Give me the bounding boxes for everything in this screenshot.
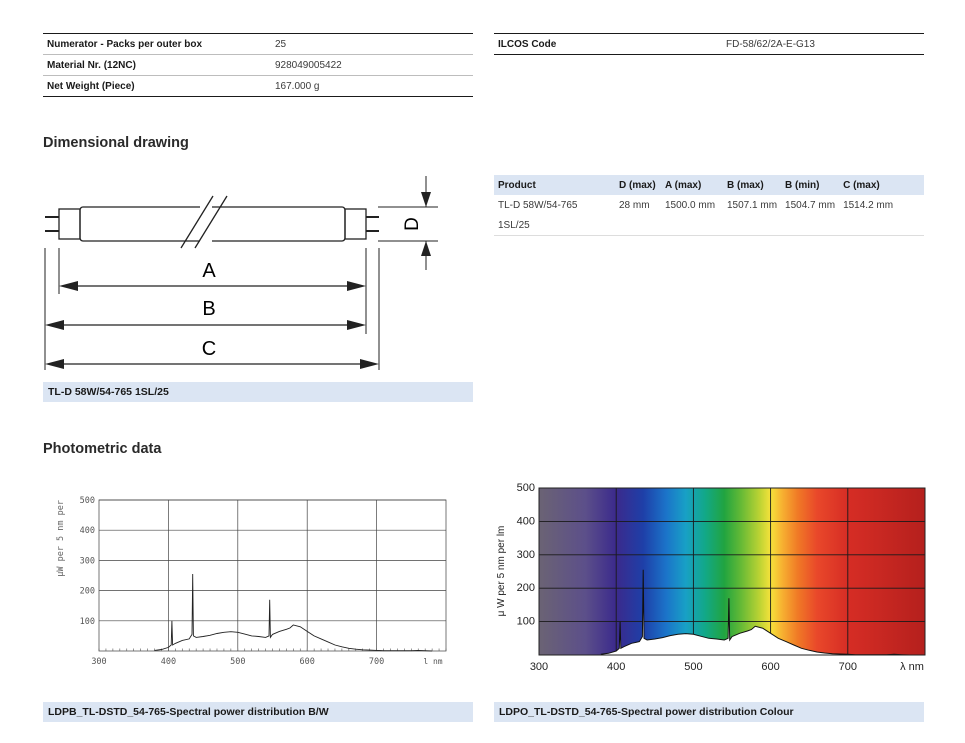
y-tick-label: 400 <box>517 515 535 527</box>
tube-body <box>79 206 346 242</box>
dimension-table: Product D (max) A (max) B (max) B (min) … <box>494 175 924 236</box>
bw-chart-caption: LDPB_TL-DSTD_54-765-Spectral power distr… <box>43 702 473 722</box>
table-row: ILCOS Code FD-58/62/2A-E-G13 <box>494 33 924 55</box>
cell-product-cont: 1SL/25 <box>494 215 615 236</box>
y-tick-label: 100 <box>517 616 535 628</box>
y-tick-label: 300 <box>80 556 95 566</box>
spec-value: 25 <box>271 33 473 55</box>
spec-key: Net Weight (Piece) <box>43 75 271 97</box>
dimension-d-label: D <box>402 217 423 231</box>
bw-series-line <box>154 573 433 652</box>
dimensional-caption: TL-D 58W/54-765 1SL/25 <box>43 382 473 402</box>
x-tick-label: 400 <box>607 661 625 673</box>
spec-table-left: Numerator - Packs per outer box 25 Mater… <box>43 33 473 97</box>
column-header: C (max) <box>839 175 924 195</box>
colour-series-fill <box>600 569 910 655</box>
spec-key: Numerator - Packs per outer box <box>43 33 271 55</box>
right-end-cap <box>344 208 367 240</box>
spec-value: FD-58/62/2A-E-G13 <box>722 33 924 55</box>
colour-y-axis-label: μ W per 5 nm per lm <box>496 526 507 617</box>
colour-series-line <box>600 569 910 656</box>
bw-spectral-chart: 100 200 300 400 500 300 400 500 600 700 μW per 5… <box>56 496 447 667</box>
table-row: Material Nr. (12NC) 928049005422 <box>43 54 473 76</box>
x-tick-label: 500 <box>230 657 245 667</box>
spec-table-right: ILCOS Code FD-58/62/2A-E-G13 <box>494 33 924 55</box>
x-tick-label: 700 <box>839 661 857 673</box>
colour-spectral-chart: 100 200 300 400 500 300 400 500 600 700 μ W per … <box>496 482 926 673</box>
y-tick-label: 400 <box>80 526 95 536</box>
x-tick-label: 300 <box>530 661 548 673</box>
y-tick-label: 500 <box>80 496 95 506</box>
bw-x-unit: l nm <box>423 657 442 666</box>
spec-key: Material Nr. (12NC) <box>43 54 271 76</box>
break-line <box>180 195 214 249</box>
spec-key: ILCOS Code <box>494 33 722 55</box>
x-tick-label: 600 <box>761 661 779 673</box>
table-row: Net Weight (Piece) 167.000 g <box>43 75 473 97</box>
y-tick-label: 500 <box>517 482 535 494</box>
dimensional-drawing: D A B C <box>44 176 438 370</box>
x-tick-label: 400 <box>161 657 176 667</box>
photometric-heading: Photometric data <box>43 441 162 457</box>
y-tick-label: 300 <box>517 549 535 561</box>
cell-c-max: 1514.2 mm <box>843 199 894 211</box>
column-header: B (min) <box>781 175 840 195</box>
y-tick-label: 200 <box>80 587 95 597</box>
break-line <box>194 195 228 249</box>
dimensional-heading: Dimensional drawing <box>43 135 189 151</box>
column-header: Product <box>494 175 615 195</box>
spectrum-background <box>539 488 925 655</box>
table-row: Numerator - Packs per outer box 25 <box>43 33 473 55</box>
table-header-row: Product D (max) A (max) B (max) B (min) … <box>494 175 924 195</box>
column-header: D (max) <box>615 175 661 195</box>
x-tick-label: 300 <box>91 657 106 667</box>
y-tick-label: 100 <box>80 617 95 627</box>
column-header: A (max) <box>661 175 723 195</box>
spec-value: 167.000 g <box>271 75 473 97</box>
dimension-b-label: B <box>202 298 215 320</box>
table-row: 1SL/25 <box>494 215 924 236</box>
cell-d-max: 28 mm <box>619 199 650 211</box>
colour-chart-caption: LDPO_TL-DSTD_54-765-Spectral power distr… <box>494 702 924 722</box>
column-header: B (max) <box>723 175 782 195</box>
x-tick-label: 500 <box>684 661 702 673</box>
spec-value: 928049005422 <box>271 54 473 76</box>
x-tick-label: 700 <box>369 657 384 667</box>
x-tick-label: 600 <box>300 657 315 667</box>
colour-x-unit: λ nm <box>900 661 924 673</box>
dimension-c-label: C <box>202 338 216 360</box>
y-tick-label: 200 <box>517 582 535 594</box>
table-row: TL-D 58W/54-765 28 mm 1500.0 mm 1507.1 m… <box>494 195 924 215</box>
cell-b-max: 1507.1 mm <box>727 199 778 211</box>
dimension-a-label: A <box>202 260 216 282</box>
cell-a-max: 1500.0 mm <box>665 199 716 211</box>
left-end-cap <box>58 208 81 240</box>
cell-product: TL-D 58W/54-765 <box>498 199 578 211</box>
cell-b-min: 1504.7 mm <box>785 199 836 211</box>
bw-y-axis-label: μW per 5 nm per <box>56 500 66 577</box>
